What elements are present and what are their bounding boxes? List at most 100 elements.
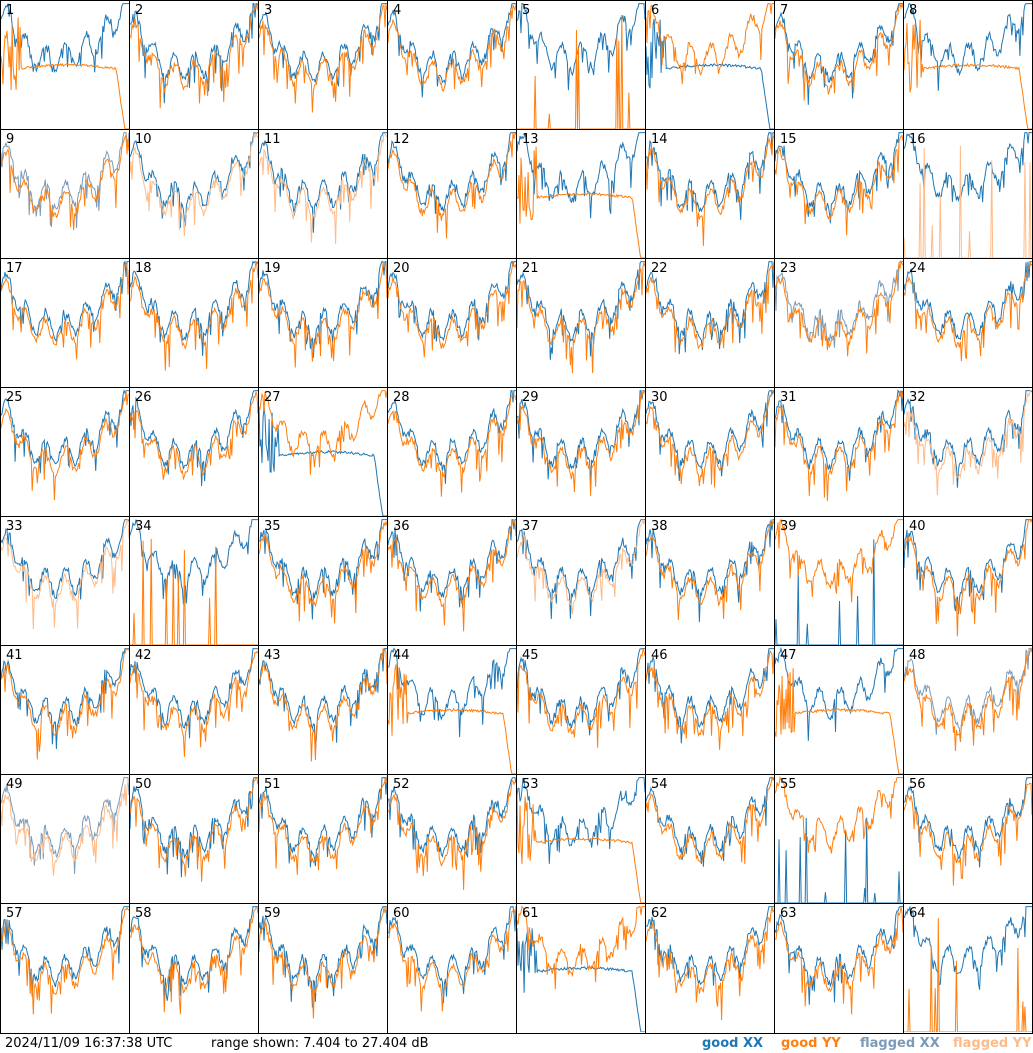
spectrum-plot-29: [517, 390, 645, 496]
series-yy-6: [646, 3, 774, 85]
panel-number: 10: [135, 132, 152, 147]
series-yy-59: [259, 906, 387, 1019]
spectrum-panel-30: 30: [646, 388, 774, 516]
spectrum-plot-54: [646, 775, 774, 867]
series-xx-2: [130, 3, 258, 104]
series-xx-5: [517, 2, 645, 91]
panel-number: 45: [522, 648, 539, 663]
series-xx-53: [517, 777, 645, 864]
grid-line-horizontal: [0, 774, 1033, 775]
panel-number: 24: [909, 261, 926, 276]
series-yy-8: [904, 19, 1032, 129]
series-yy-45: [517, 647, 645, 748]
panel-number: 47: [780, 648, 797, 663]
series-xx-55: [775, 817, 903, 903]
series-xx-12: [388, 132, 516, 215]
panel-number: 33: [6, 519, 23, 534]
series-xx-3: [259, 3, 387, 88]
series-xx-25: [1, 389, 129, 474]
panel-number: 36: [393, 519, 410, 534]
spectrum-plot-44: [388, 647, 516, 774]
series-yy-20: [388, 260, 516, 358]
series-xx-23: [775, 261, 903, 348]
series-yy-15: [775, 134, 903, 236]
panel-number: 20: [393, 261, 410, 276]
spectrum-panel-59: 59: [259, 904, 387, 1032]
spectrum-panel-32: 32: [904, 388, 1032, 516]
series-yy-56: [904, 782, 1032, 886]
series-xx-33: [1, 519, 129, 600]
spectrum-plot-51: [259, 775, 387, 875]
series-yy-29: [517, 390, 645, 496]
spectrum-plot-17: [1, 260, 129, 360]
spectrum-panel-27: 27: [259, 388, 387, 516]
spectrum-panel-31: 31: [775, 388, 903, 516]
spectrum-plot-15: [775, 132, 903, 236]
series-yy-2: [130, 4, 258, 109]
spectrum-panel-60: 60: [388, 904, 516, 1032]
panel-number: 53: [522, 777, 539, 792]
panel-number: 17: [6, 261, 23, 276]
series-yy-39: [775, 518, 903, 603]
series-xx-30: [646, 389, 774, 482]
spectrum-plot-49: [1, 777, 129, 876]
panel-number: 9: [6, 132, 15, 147]
series-yy-27: [259, 390, 387, 475]
spectrum-panel-28: 28: [388, 388, 516, 516]
grid-line-horizontal: [0, 1033, 1033, 1034]
spectrum-panel-49: 49: [1, 775, 129, 903]
panel-number: 22: [651, 261, 668, 276]
panel-number: 50: [135, 777, 152, 792]
panel-number: 37: [522, 519, 539, 534]
spectrum-plot-1: [1, 3, 129, 129]
panel-number: 54: [651, 777, 668, 792]
spectrum-plot-55: [775, 775, 903, 903]
series-xx-19: [259, 261, 387, 358]
spectrum-plot-30: [646, 389, 774, 488]
panel-number: 8: [909, 3, 918, 18]
series-yy-41: [1, 647, 129, 760]
spectrum-panel-37: 37: [517, 517, 645, 645]
spectrum-panel-1: 1: [1, 1, 129, 129]
spectrum-plot-41: [1, 647, 129, 760]
series-xx-21: [517, 261, 645, 360]
spectrum-plot-11: [259, 132, 387, 244]
spectrum-plot-46: [646, 648, 774, 750]
legend-good-yy: good YY: [781, 1036, 841, 1051]
spectrum-plot-48: [904, 647, 1032, 752]
spectrum-panel-43: 43: [259, 646, 387, 774]
series-yy-17: [1, 262, 129, 360]
panel-number: 46: [651, 648, 668, 663]
spectrum-panel-62: 62: [646, 904, 774, 1032]
spectrum-panel-58: 58: [130, 904, 258, 1032]
spectrum-plot-60: [388, 906, 516, 1012]
spectrum-panel-3: 3: [259, 1, 387, 129]
spectrum-plot-64: [904, 906, 1032, 1032]
spectrum-plot-9: [1, 132, 129, 231]
series-xx-8: [904, 3, 1032, 91]
grid-line-horizontal: [0, 645, 1033, 646]
panel-number: 42: [135, 648, 152, 663]
spectrum-panel-48: 48: [904, 646, 1032, 774]
series-xx-15: [775, 132, 903, 224]
spectrum-plot-16: [904, 132, 1032, 258]
series-xx-31: [775, 389, 903, 481]
spectrum-plot-59: [259, 906, 387, 1019]
spectrum-panel-13: 13: [517, 130, 645, 258]
series-yy-10: [130, 132, 258, 237]
spectrum-panel-24: 24: [904, 259, 1032, 387]
panel-number: 63: [780, 906, 797, 921]
series-xx-1: [1, 3, 129, 73]
panel-number: 25: [6, 390, 23, 405]
panel-number: 13: [522, 132, 539, 147]
series-yy-40: [904, 519, 1032, 637]
series-xx-26: [130, 390, 258, 487]
series-xx-63: [775, 906, 903, 1005]
spectrum-panel-16: 16: [904, 130, 1032, 258]
panel-number: 58: [135, 906, 152, 921]
series-xx-13: [517, 132, 645, 219]
spectrum-panel-12: 12: [388, 130, 516, 258]
series-xx-50: [130, 777, 258, 878]
spectrum-panel-57: 57: [1, 904, 129, 1032]
panel-number: 23: [780, 261, 797, 276]
